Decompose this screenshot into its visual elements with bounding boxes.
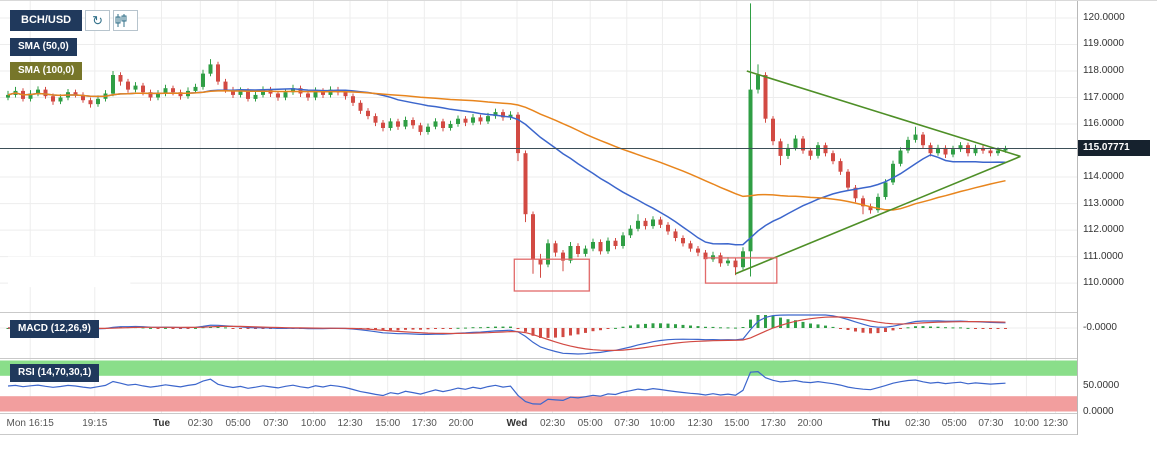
time-axis-label: Mon 16:15 xyxy=(6,418,54,429)
sma-slow-line xyxy=(7,90,1006,211)
time-axis-label: 15:00 xyxy=(375,418,401,429)
refresh-button[interactable]: ↻ xyxy=(85,10,111,31)
macd-line xyxy=(7,314,1006,355)
macd-chart-canvas[interactable] xyxy=(0,313,1077,358)
time-axis-label: 15:00 xyxy=(724,418,750,429)
time-axis: Mon 16:15 19:15 Tue 02:30 05:00 07:30 10:00 12:… xyxy=(0,414,1077,435)
highlight-box[interactable] xyxy=(704,257,778,284)
price-tick: 114.0000 xyxy=(1083,171,1124,183)
blank-overlay-box xyxy=(8,256,131,288)
candlestick-series xyxy=(6,3,1008,278)
time-axis-label: Thu xyxy=(871,418,891,429)
time-axis-label: 10:00 xyxy=(1013,418,1039,429)
price-tick: 119.0000 xyxy=(1083,38,1124,50)
time-axis-label: 10:00 xyxy=(300,418,326,429)
time-axis-label: 17:30 xyxy=(411,418,437,429)
symbol-button[interactable]: BCH/USD xyxy=(10,10,83,31)
rsi-tick: 50.0000 xyxy=(1083,380,1120,391)
sma-50-indicator-label[interactable]: SMA (50,0) xyxy=(10,38,77,56)
macd-panel: MACD (12,26,9) xyxy=(0,313,1077,359)
main-chart-canvas[interactable] xyxy=(0,1,1077,312)
sma-100-indicator-label[interactable]: SMA (100,0) xyxy=(10,62,83,80)
macd-tick: -0.0000 xyxy=(1083,322,1117,333)
time-axis-label: 02:30 xyxy=(187,418,213,429)
rsi-panel: RSI (14,70,30,1) xyxy=(0,359,1077,414)
chart-toolbar: BCH/USD ↻ xyxy=(10,10,139,31)
price-tick: 120.0000 xyxy=(1083,11,1125,23)
time-axis-label: 17:30 xyxy=(760,418,786,429)
trendline[interactable] xyxy=(746,70,1021,158)
trendline[interactable] xyxy=(735,155,1021,275)
macd-signal-line xyxy=(8,316,1006,352)
rsi-overbought-band xyxy=(0,360,1077,376)
price-tick: 117.0000 xyxy=(1083,91,1124,103)
time-axis-label: 07:30 xyxy=(614,418,640,429)
time-axis-label: 20:00 xyxy=(797,418,823,429)
rsi-line xyxy=(7,370,1006,405)
price-tick: 112.0000 xyxy=(1083,224,1124,236)
time-axis-label: 19:15 xyxy=(82,418,108,429)
time-axis-label: 07:30 xyxy=(978,418,1004,429)
time-axis-label: Tue xyxy=(153,418,171,429)
sma-fast-line xyxy=(7,88,1006,246)
time-axis-label: Wed xyxy=(506,418,528,429)
price-tick: 110.0000 xyxy=(1083,277,1124,289)
rsi-tick: 0.0000 xyxy=(1083,405,1114,417)
price-panel: BCH/USD ↻ SMA (50,0) SMA (100,0) xyxy=(0,1,1077,313)
time-axis-label: 05:00 xyxy=(577,418,603,429)
chart-type-button[interactable] xyxy=(113,10,139,31)
highlight-box[interactable] xyxy=(513,258,590,292)
price-scale[interactable]: 115.07771 120.0000 119.0000 118.0000 117.00… xyxy=(1077,1,1157,435)
price-tick: 118.0000 xyxy=(1083,64,1124,76)
price-tick: 111.0000 xyxy=(1083,250,1124,262)
current-price-badge: 115.07771 xyxy=(1078,140,1150,157)
time-axis-label: 12:30 xyxy=(687,418,713,429)
plot-area: BCH/USD ↻ SMA (50,0) SMA (100,0) MACD (1… xyxy=(0,1,1077,435)
time-axis-label: 05:00 xyxy=(941,418,967,429)
time-axis-label: 20:00 xyxy=(448,418,474,429)
time-axis-label: 12:30 xyxy=(337,418,363,429)
time-axis-label: 05:00 xyxy=(225,418,251,429)
refresh-icon: ↻ xyxy=(92,12,104,28)
rsi-indicator-label[interactable]: RSI (14,70,30,1) xyxy=(10,364,100,382)
macd-indicator-label[interactable]: MACD (12,26,9) xyxy=(10,320,99,338)
time-axis-label: 07:30 xyxy=(263,418,289,429)
price-tick: 113.0000 xyxy=(1083,197,1124,209)
candlestick-icon xyxy=(115,14,127,27)
time-axis-label: 02:30 xyxy=(905,418,931,429)
time-axis-label: 02:30 xyxy=(539,418,566,429)
rsi-chart-canvas[interactable] xyxy=(0,359,1077,413)
time-axis-label: 10:00 xyxy=(649,418,675,429)
price-tick: 116.0000 xyxy=(1083,118,1124,130)
time-axis-label: 12:30 xyxy=(1042,418,1068,429)
